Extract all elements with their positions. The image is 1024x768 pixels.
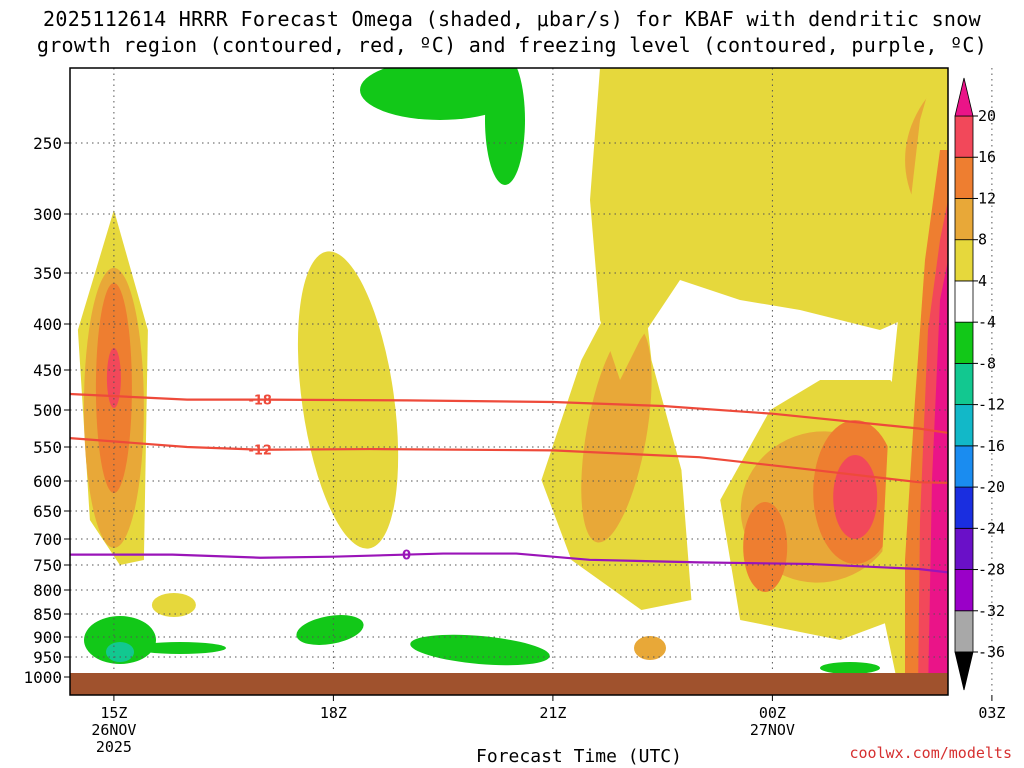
colorbar-segment-3: [954, 486, 974, 529]
gridlines: [70, 68, 993, 695]
chart-title: 2025112614 HRRR Forecast Omega (shaded, …: [0, 6, 1024, 58]
colorbar-label--20: -20: [978, 478, 1005, 496]
xtick-label-18Z-0: 18Z: [320, 704, 347, 722]
isotherm-contours: -18-18-12-1200: [70, 392, 948, 574]
omega-blob-low-gold: [634, 636, 666, 660]
colorbar-segment-7: [954, 321, 974, 364]
colorbar-label--8: -8: [978, 354, 996, 372]
omega-blob-neg-low5: [820, 662, 880, 674]
colorbar-label--36: -36: [978, 643, 1005, 661]
colorbar-low-extend: [954, 651, 974, 691]
ytick-label-350: 350: [33, 264, 62, 283]
colorbar-label-20: 20: [978, 107, 996, 125]
ytick-label-1000: 1000: [23, 668, 62, 687]
omega-blob-neg-top: [360, 68, 520, 120]
omega-blob-neg-low3: [296, 615, 364, 645]
colorbar-segment-8: [954, 280, 974, 323]
colorbar-segment-6: [954, 362, 974, 406]
omega-blob-19z-8: [581, 325, 652, 543]
colorbar-segment-10: [954, 198, 974, 241]
ytick-label-600: 600: [33, 472, 62, 491]
omega-blob-neg-low1b: [106, 642, 134, 662]
time-axis: 15Z26NOV202518Z21Z00Z27NOV03Z06ZForecast…: [91, 695, 1005, 767]
omega-blob-frag-1: [151, 593, 196, 617]
isotherm-label--18-0: -18: [248, 394, 272, 409]
colorbar-label--16: -16: [978, 437, 1005, 455]
plot-frame: [69, 67, 949, 696]
ytick-label-650: 650: [33, 502, 62, 521]
colorbar-segment-11: [954, 156, 974, 199]
omega-blob-neg-low2: [134, 642, 226, 654]
omega-blob-15z-16: [106, 348, 121, 408]
xtick-label-03Z-0: 03Z: [978, 704, 1005, 722]
colorbar-segment-9: [954, 239, 974, 282]
xtick-label-15Z-2: 2025: [96, 738, 132, 756]
xtick-label-21Z-0: 21Z: [539, 704, 566, 722]
isotherm-label-0-0: 0: [402, 549, 411, 564]
omega-blob-neg-low4: [410, 634, 550, 666]
ytick-label-400: 400: [33, 315, 62, 334]
colorbar-label-4: 4: [978, 272, 987, 290]
colorbar-segment-1: [954, 569, 974, 612]
colorbar-label--24: -24: [978, 519, 1005, 537]
ytick-label-850: 850: [33, 605, 62, 624]
ytick-label-250: 250: [33, 134, 62, 153]
isotherm-line--12: [70, 437, 948, 484]
omega-blob-upper-4: [590, 68, 948, 380]
colorbar-segment-2: [954, 527, 974, 570]
colorbar-label--32: -32: [978, 602, 1005, 620]
omega-blob-neg-low1: [84, 616, 156, 664]
colorbar-label--4: -4: [978, 313, 996, 331]
ytick-label-950: 950: [33, 648, 62, 667]
pressure-axis: 250 300 350 400 450 500 550 600 650 700 750 800 850 9…: [23, 134, 70, 687]
colorbar-label-16: 16: [978, 148, 996, 166]
omega-blob-neg-12: [1008, 430, 1024, 650]
omega-blob-edge-20: [928, 260, 948, 695]
omega-blob-00z-16: [833, 455, 878, 539]
xtick-label-15Z-0: 15Z: [100, 704, 127, 722]
ytick-label-500: 500: [33, 401, 62, 420]
ytick-label-750: 750: [33, 556, 62, 575]
xtick-label-15Z-1: 26NOV: [91, 721, 136, 739]
terrain-band: [70, 673, 948, 695]
ytick-label-900: 900: [33, 628, 62, 647]
isotherm-line-0: [70, 552, 948, 574]
ytick-label-700: 700: [33, 530, 62, 549]
ytick-label-550: 550: [33, 438, 62, 457]
colorbar-label--12: -12: [978, 396, 1005, 414]
colorbar-high-extend: [954, 77, 974, 117]
colorbar-label--28: -28: [978, 561, 1005, 579]
colorbar-segment-0: [954, 610, 974, 653]
colorbar-label-12: 12: [978, 189, 996, 207]
ytick-label-450: 450: [33, 361, 62, 380]
x-axis-title: Forecast Time (UTC): [476, 746, 682, 767]
isotherm-line--18: [70, 392, 948, 435]
colorbar-segment-4: [954, 445, 974, 488]
colorbar-segment-5: [954, 404, 974, 447]
omega-colorbar: -36 -32 -28 -24 -20 -16 -12 -8 -4 4 8 12 16 20: [954, 77, 1005, 691]
omega-shading: [77, 68, 1024, 695]
colorbar-label-8: 8: [978, 231, 987, 249]
xtick-label-00Z-1: 27NOV: [750, 721, 795, 739]
credit-text: coolwx.com/modelts: [849, 744, 1012, 762]
omega-blob-neg-top2: [485, 68, 525, 185]
chart-title-line-1: 2025112614 HRRR Forecast Omega (shaded, …: [43, 7, 981, 31]
ytick-label-300: 300: [33, 205, 62, 224]
isotherm-label--12-0: -12: [248, 444, 272, 459]
xtick-label-00Z-0: 00Z: [759, 704, 786, 722]
ytick-label-800: 800: [33, 581, 62, 600]
colorbar-segment-12: [954, 115, 974, 158]
chart-title-line-2: growth region (contoured, red, ºC) and f…: [36, 33, 988, 57]
omega-blob-00z-12b: [743, 502, 788, 592]
